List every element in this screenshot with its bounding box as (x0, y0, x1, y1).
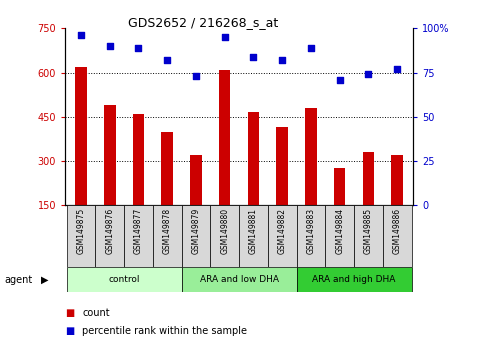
Point (192, 73, 200, 79)
Point (393, 66, 401, 72)
Bar (276, 127, 288, 205)
Text: GSM149886: GSM149886 (393, 208, 402, 254)
Bar (297, 267, 412, 292)
Bar (95, 205, 124, 267)
Bar (210, 205, 239, 267)
Text: GSM149885: GSM149885 (364, 208, 373, 254)
Point (307, 45, 315, 51)
Text: GSM149880: GSM149880 (220, 208, 229, 254)
Point (135, 45, 142, 51)
Bar (190, 155, 202, 205)
Bar (182, 205, 210, 267)
Bar (297, 205, 326, 267)
Text: ■: ■ (65, 308, 74, 318)
Point (77, 33, 85, 38)
Bar (219, 70, 230, 205)
Point (365, 72, 372, 77)
Bar (75, 67, 87, 205)
Bar (354, 205, 383, 267)
Text: control: control (108, 275, 140, 284)
Point (106, 43, 114, 49)
Bar (268, 205, 297, 267)
Bar (391, 155, 403, 205)
Text: count: count (82, 308, 110, 318)
Bar (182, 267, 297, 292)
Text: GSM149876: GSM149876 (105, 208, 114, 254)
Bar (334, 169, 345, 205)
Bar (305, 108, 317, 205)
Text: ■: ■ (65, 326, 74, 336)
Bar (67, 205, 95, 267)
Bar (239, 205, 268, 267)
Text: ▶: ▶ (41, 275, 49, 285)
Text: GSM149882: GSM149882 (278, 208, 287, 254)
Bar (383, 205, 412, 267)
Bar (161, 132, 173, 205)
Point (163, 57, 171, 63)
Text: GSM149878: GSM149878 (163, 208, 172, 254)
Text: GSM149875: GSM149875 (76, 208, 85, 254)
Point (221, 34, 228, 40)
Bar (124, 205, 153, 267)
Point (250, 54, 257, 59)
Bar (67, 267, 182, 292)
Bar (153, 205, 182, 267)
Text: GSM149879: GSM149879 (191, 208, 200, 254)
Bar (326, 205, 354, 267)
Text: GSM149881: GSM149881 (249, 208, 258, 254)
Point (278, 57, 286, 63)
Point (336, 77, 343, 82)
Text: agent: agent (5, 275, 33, 285)
Text: GSM149877: GSM149877 (134, 208, 143, 254)
Text: GSM149883: GSM149883 (306, 208, 315, 254)
Text: ARA and high DHA: ARA and high DHA (313, 275, 396, 284)
Bar (133, 114, 144, 205)
Text: GDS2652 / 216268_s_at: GDS2652 / 216268_s_at (128, 16, 278, 29)
Text: GSM149884: GSM149884 (335, 208, 344, 254)
Text: ARA and low DHA: ARA and low DHA (199, 275, 279, 284)
Bar (248, 113, 259, 205)
Text: percentile rank within the sample: percentile rank within the sample (82, 326, 247, 336)
Bar (104, 105, 115, 205)
Bar (363, 152, 374, 205)
